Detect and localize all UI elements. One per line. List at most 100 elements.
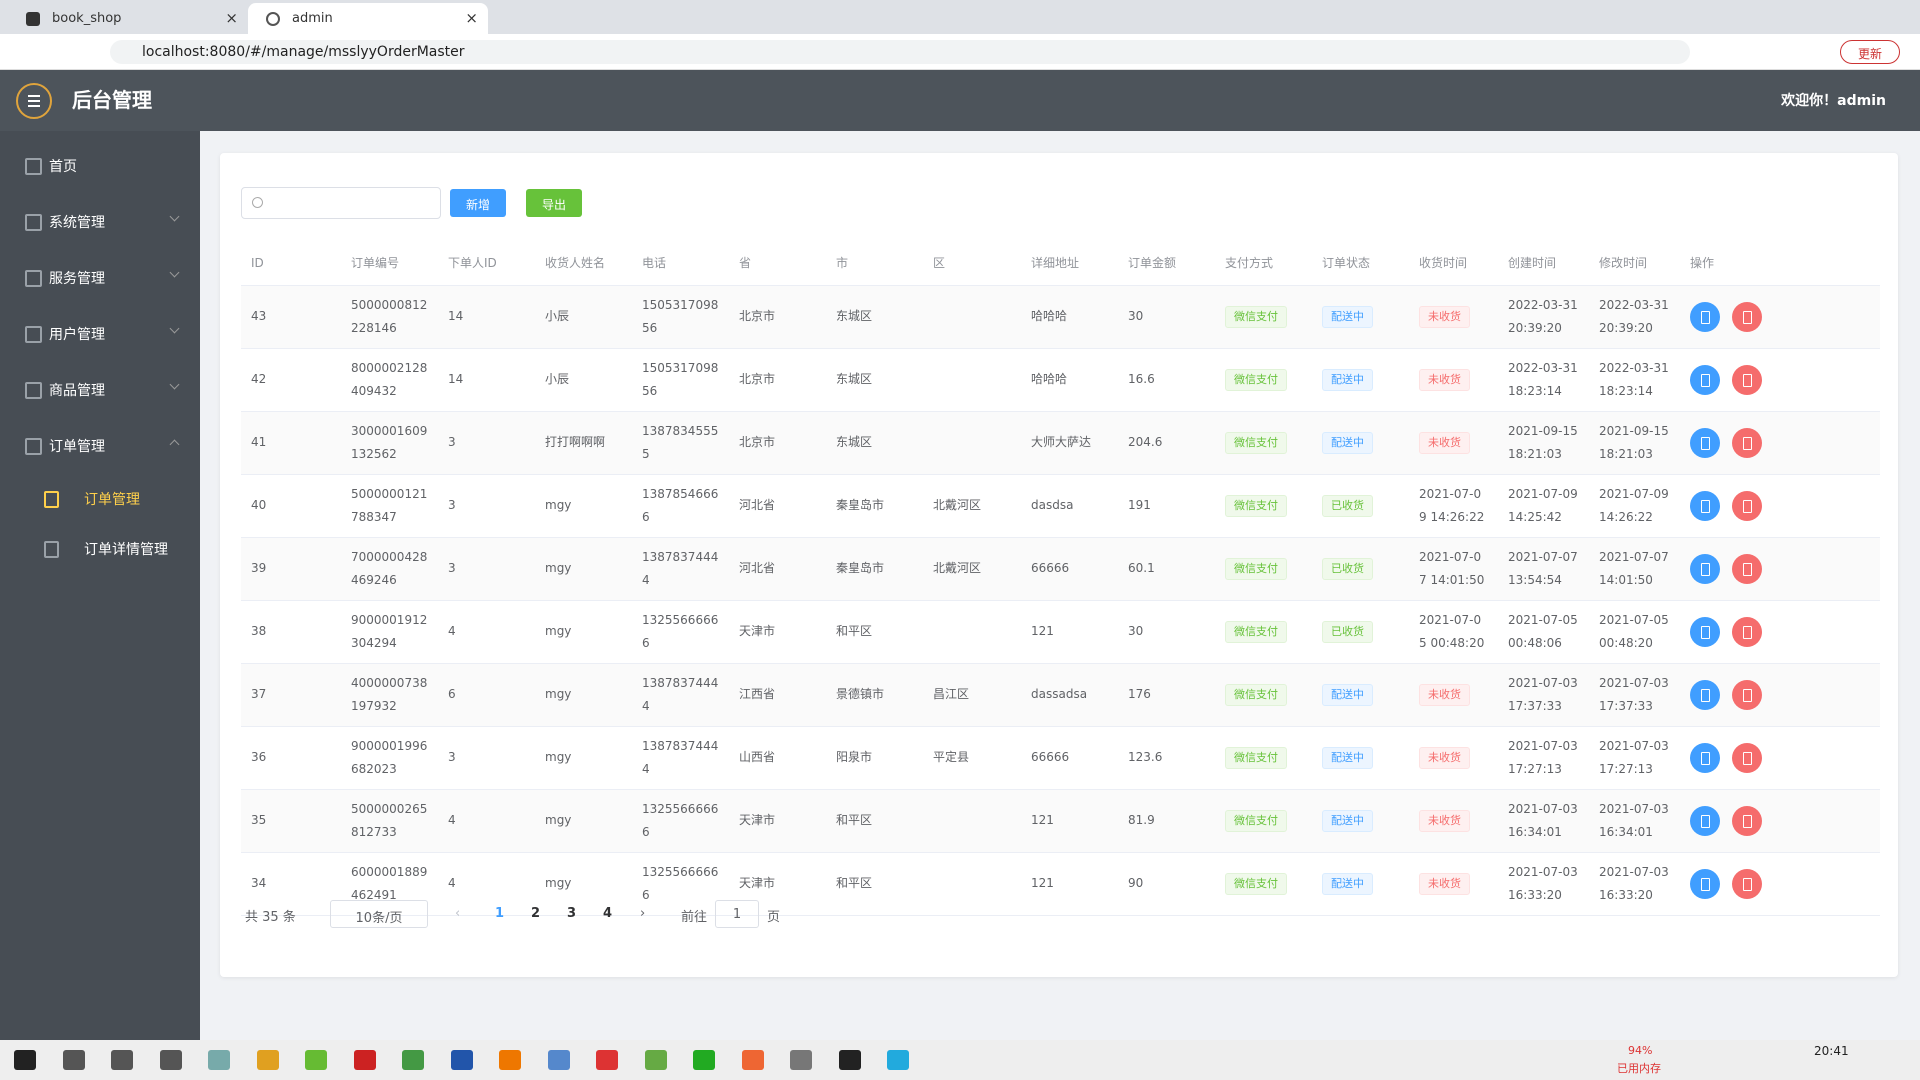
status-tag: 未收货 <box>1419 432 1470 454</box>
menu-item[interactable]: 系统管理 <box>0 193 200 249</box>
taskbar-icon[interactable] <box>256 1050 279 1070</box>
table-cell: 60.1 <box>1118 537 1215 601</box>
cell-text: 2021-07-07 14:01:50 <box>1419 549 1485 587</box>
edit-button[interactable] <box>1690 679 1720 710</box>
delete-button[interactable] <box>1732 805 1762 836</box>
taskbar-icon[interactable] <box>790 1050 812 1070</box>
delete-button[interactable] <box>1732 616 1762 647</box>
status-tag: 微信支付 <box>1225 873 1287 895</box>
page-number[interactable]: 2 <box>531 906 541 921</box>
menu-item[interactable]: 服务管理 <box>0 249 200 305</box>
taskbar-icon[interactable] <box>14 1050 36 1070</box>
cell-text: dassadsa <box>1031 687 1088 701</box>
cell-text: 2021-07-05 00:48:20 <box>1419 612 1485 650</box>
edit-button[interactable] <box>1690 490 1720 521</box>
edit-button[interactable] <box>1690 301 1720 332</box>
cell-text: 40 <box>251 498 267 512</box>
delete-button[interactable] <box>1732 868 1762 899</box>
cell-text: 东城区 <box>836 435 873 449</box>
table-cell: 38 <box>241 600 341 664</box>
taskbar-icon[interactable] <box>62 1050 85 1070</box>
table-cell: 5000000265812733 <box>341 789 438 853</box>
cell-text: 13878345555 <box>642 423 719 461</box>
update-button[interactable]: 更新 <box>1840 40 1900 64</box>
status-tag: 未收货 <box>1419 747 1470 769</box>
taskbar-icon[interactable] <box>596 1050 618 1070</box>
add-button[interactable]: 新增 <box>450 189 506 217</box>
table-cell: mgy <box>535 537 632 601</box>
menu-toggle[interactable] <box>16 83 52 119</box>
prev-page[interactable]: ‹ <box>455 906 461 921</box>
taskbar-icon[interactable] <box>208 1050 230 1070</box>
delete-button[interactable] <box>1732 301 1762 332</box>
taskbar-icon[interactable] <box>450 1050 473 1070</box>
taskbar-icon[interactable] <box>741 1050 764 1070</box>
table-cell: 3 <box>438 474 535 538</box>
cell-text: 阳泉市 <box>836 750 873 764</box>
taskbar-icon[interactable] <box>111 1050 133 1070</box>
cell-text: 打打啊啊啊 <box>545 435 606 449</box>
taskbar-icon[interactable] <box>159 1050 182 1070</box>
menu-label: 首页 <box>49 159 77 175</box>
menu-item[interactable]: 首页 <box>0 137 200 193</box>
taskbar-icon[interactable] <box>353 1050 376 1070</box>
table-cell: 微信支付 <box>1215 348 1312 412</box>
table-cell: 景德镇市 <box>826 663 923 727</box>
taskbar-icon[interactable] <box>838 1050 861 1070</box>
edit-button[interactable] <box>1690 364 1720 395</box>
table-cell: 37 <box>241 663 341 727</box>
page-number[interactable]: 3 <box>567 906 577 921</box>
taskbar-icon[interactable] <box>499 1050 521 1070</box>
delete-button[interactable] <box>1732 364 1762 395</box>
column-header[interactable]: ID <box>241 241 341 286</box>
table-cell: 未收货 <box>1409 348 1498 412</box>
cell-text: 8000002128409432 <box>351 360 428 398</box>
taskbar-icon[interactable] <box>402 1050 424 1070</box>
browser-tab[interactable]: book_shop × <box>8 3 248 34</box>
menu-item[interactable]: 订单管理 <box>0 417 200 473</box>
search-input[interactable] <box>241 187 441 219</box>
memory-percent: 94% <box>1628 1044 1653 1057</box>
goto-input[interactable]: 1 <box>715 900 759 928</box>
menu-item[interactable]: 用户管理 <box>0 305 200 361</box>
edit-button[interactable] <box>1690 868 1720 899</box>
url-field[interactable]: localhost:8080/#/manage/msslyyOrderMaste… <box>110 40 1690 64</box>
table-cell: 已收货 <box>1312 537 1409 601</box>
delete-button[interactable] <box>1732 679 1762 710</box>
taskbar-icon[interactable] <box>887 1050 909 1070</box>
edit-button[interactable] <box>1690 616 1720 647</box>
cell-text: 13255666666 <box>642 801 719 839</box>
browser-tab[interactable]: admin × <box>248 3 488 34</box>
taskbar-icon[interactable] <box>547 1050 570 1070</box>
cell-text: 42 <box>251 372 267 386</box>
submenu-item[interactable]: 订单管理 <box>0 473 200 523</box>
delete-button[interactable] <box>1732 553 1762 584</box>
submenu-item[interactable]: 订单详情管理 <box>0 523 200 573</box>
column-header: 订单金额 <box>1118 241 1215 286</box>
page-size-select[interactable]: 10条/页 <box>330 900 428 928</box>
edit-button[interactable] <box>1690 742 1720 773</box>
next-page[interactable]: › <box>640 906 646 921</box>
cell-text: 东城区 <box>836 372 873 386</box>
taskbar-icon[interactable] <box>693 1050 715 1070</box>
export-button[interactable]: 导出 <box>526 189 582 217</box>
column-header: 创建时间 <box>1498 241 1589 286</box>
delete-button[interactable] <box>1732 490 1762 521</box>
tab-close[interactable]: × <box>465 9 478 27</box>
status-tag: 已收货 <box>1322 495 1373 517</box>
delete-button[interactable] <box>1732 742 1762 773</box>
taskbar-icon[interactable] <box>305 1050 327 1070</box>
menu-item[interactable]: 商品管理 <box>0 361 200 417</box>
edit-button[interactable] <box>1690 427 1720 458</box>
cell-text: 和平区 <box>836 624 873 638</box>
taskbar-icon[interactable] <box>644 1050 667 1070</box>
user-menu[interactable]: 欢迎你！admin <box>1781 93 1886 109</box>
page-number[interactable]: 1 <box>495 906 505 921</box>
tab-close[interactable]: × <box>225 9 238 27</box>
edit-button[interactable] <box>1690 805 1720 836</box>
page-number[interactable]: 4 <box>603 906 613 921</box>
actions-cell <box>1680 600 1880 664</box>
table-cell: 微信支付 <box>1215 537 1312 601</box>
edit-button[interactable] <box>1690 553 1720 584</box>
delete-button[interactable] <box>1732 427 1762 458</box>
